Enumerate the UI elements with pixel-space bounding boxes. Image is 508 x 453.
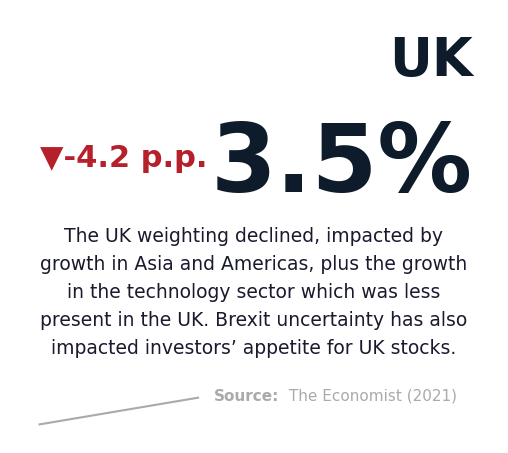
Text: The UK weighting declined, impacted by
growth in Asia and Americas, plus the gro: The UK weighting declined, impacted by g… <box>40 226 468 357</box>
Text: Source:: Source: <box>214 389 279 404</box>
Text: UK: UK <box>389 35 473 87</box>
Text: ▼-4.2 p.p.: ▼-4.2 p.p. <box>40 144 207 173</box>
Text: 3.5%: 3.5% <box>211 120 473 212</box>
Text: The Economist (2021): The Economist (2021) <box>284 389 457 404</box>
